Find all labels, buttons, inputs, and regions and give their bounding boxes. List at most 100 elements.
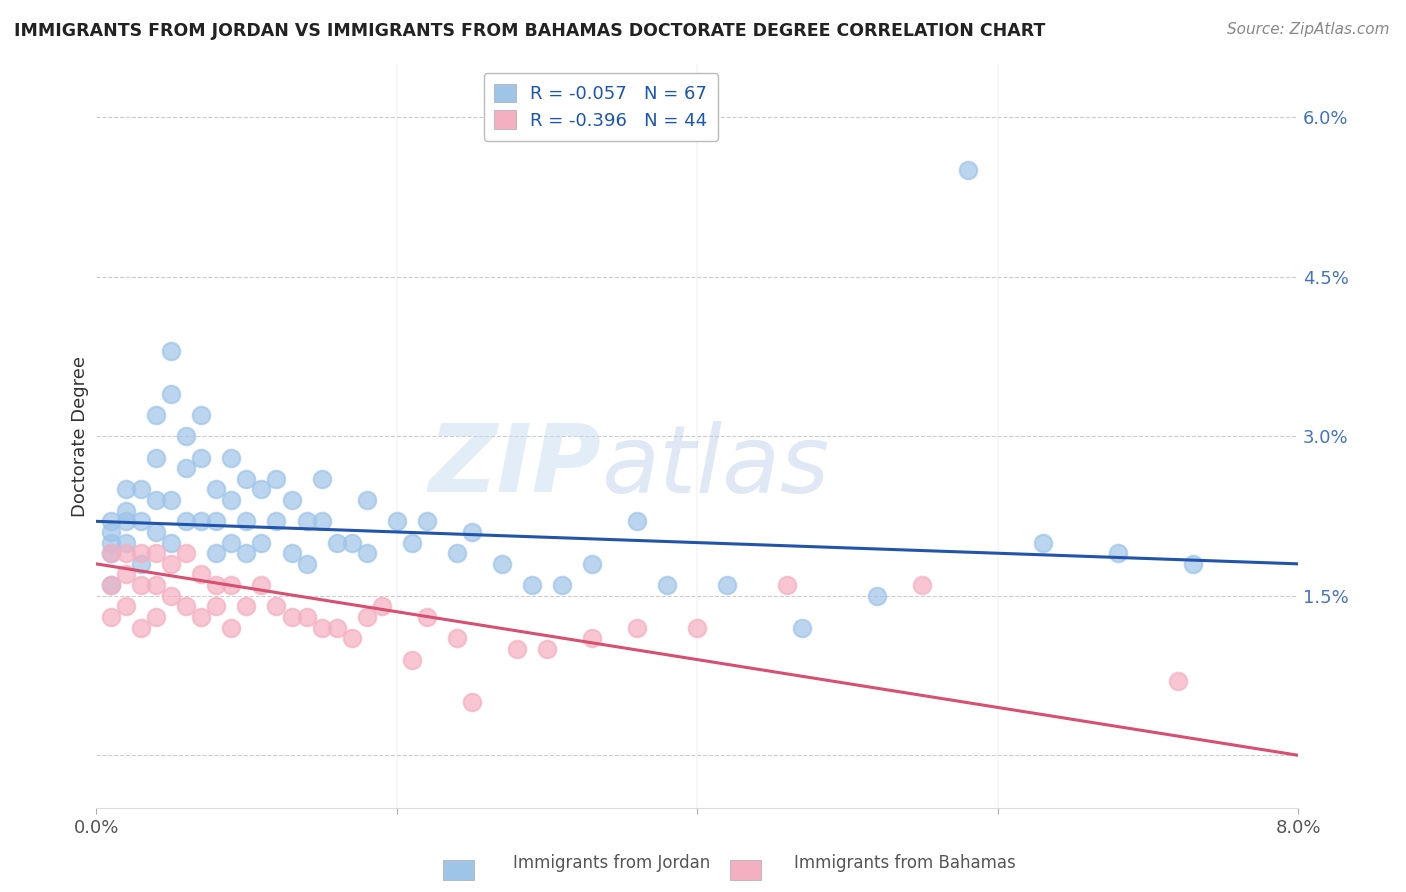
Point (461, 695, 484, 709)
Point (205, 514, 228, 528)
Point (581, 632, 603, 646)
Point (176, 546, 198, 560)
Point (145, 610, 167, 624)
Point (205, 578, 228, 592)
Point (416, 610, 439, 624)
Point (266, 599, 288, 614)
Point (280, 610, 302, 624)
Text: Immigrants from Bahamas: Immigrants from Bahamas (794, 855, 1017, 872)
Point (190, 450, 212, 465)
Point (160, 535, 183, 549)
Point (176, 599, 198, 614)
Text: atlas: atlas (600, 420, 830, 511)
Point (385, 514, 408, 528)
Point (686, 621, 709, 635)
Point (100, 514, 122, 528)
Point (176, 461, 198, 475)
Point (311, 472, 333, 486)
Point (446, 546, 468, 560)
Point (356, 610, 378, 624)
Point (100, 546, 122, 560)
Point (160, 589, 183, 603)
Point (129, 578, 152, 592)
Point (100, 535, 122, 549)
Point (581, 557, 603, 571)
Point (311, 514, 333, 528)
Point (716, 578, 738, 592)
Point (176, 514, 198, 528)
Point (160, 386, 183, 401)
Point (250, 535, 273, 549)
Point (115, 567, 138, 582)
Point (1181, 557, 1204, 571)
Point (506, 642, 529, 657)
Point (129, 621, 152, 635)
Point (266, 472, 288, 486)
Point (235, 514, 257, 528)
Point (491, 557, 513, 571)
Text: ZIP: ZIP (427, 420, 600, 512)
Point (626, 514, 648, 528)
Point (295, 610, 318, 624)
Point (221, 535, 243, 549)
Point (100, 578, 122, 592)
Point (205, 599, 228, 614)
Point (115, 483, 138, 497)
Point (129, 483, 152, 497)
Point (235, 599, 257, 614)
Point (280, 546, 302, 560)
Point (340, 632, 363, 646)
Point (115, 546, 138, 560)
Point (655, 578, 678, 592)
Point (866, 589, 889, 603)
Point (221, 493, 243, 508)
Point (626, 621, 648, 635)
Point (551, 578, 574, 592)
Point (536, 642, 558, 657)
Point (401, 535, 423, 549)
Point (145, 408, 167, 422)
Point (911, 578, 934, 592)
Point (205, 546, 228, 560)
Point (792, 621, 814, 635)
Point (190, 514, 212, 528)
Point (401, 652, 423, 666)
Point (1167, 673, 1189, 688)
Text: Source: ZipAtlas.com: Source: ZipAtlas.com (1226, 22, 1389, 37)
Point (266, 514, 288, 528)
Point (776, 578, 799, 592)
Point (461, 524, 484, 539)
Point (1032, 535, 1054, 549)
Point (250, 483, 273, 497)
Point (235, 472, 257, 486)
Point (280, 493, 302, 508)
Point (1107, 546, 1129, 560)
Text: Immigrants from Jordan: Immigrants from Jordan (513, 855, 710, 872)
Point (145, 578, 167, 592)
Y-axis label: Doctorate Degree: Doctorate Degree (72, 356, 89, 516)
Point (145, 493, 167, 508)
Point (115, 535, 138, 549)
Point (370, 599, 392, 614)
Point (129, 557, 152, 571)
Point (190, 567, 212, 582)
Point (295, 514, 318, 528)
Text: IMMIGRANTS FROM JORDAN VS IMMIGRANTS FROM BAHAMAS DOCTORATE DEGREE CORRELATION C: IMMIGRANTS FROM JORDAN VS IMMIGRANTS FRO… (14, 22, 1046, 40)
Legend: R = -0.057   N = 67, R = -0.396   N = 44: R = -0.057 N = 67, R = -0.396 N = 44 (484, 73, 718, 141)
Point (221, 578, 243, 592)
Point (160, 344, 183, 359)
Point (356, 493, 378, 508)
Point (190, 610, 212, 624)
Point (145, 524, 167, 539)
Point (115, 514, 138, 528)
Point (416, 514, 439, 528)
Point (295, 557, 318, 571)
Point (446, 632, 468, 646)
Point (100, 578, 122, 592)
Point (176, 429, 198, 443)
Point (311, 621, 333, 635)
Point (100, 610, 122, 624)
Point (100, 546, 122, 560)
Point (325, 621, 347, 635)
Point (520, 578, 543, 592)
